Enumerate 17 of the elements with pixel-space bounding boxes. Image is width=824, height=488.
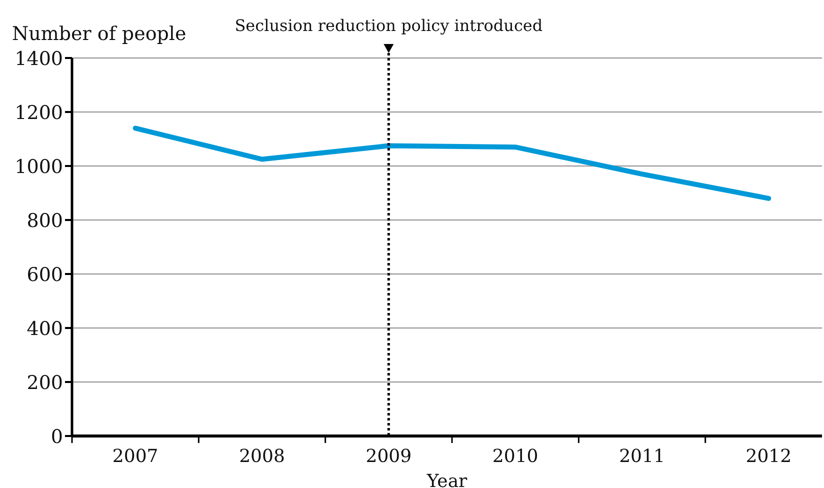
y-tick-label: 0 [50, 426, 63, 448]
x-axis-title: Year [426, 471, 468, 488]
x-tick-label: 2010 [492, 446, 538, 467]
y-tick-label: 400 [26, 318, 63, 340]
y-tick-label: 1400 [14, 48, 63, 70]
x-tick-label: 2009 [366, 446, 412, 467]
y-axis-title: Number of people [12, 23, 186, 45]
y-tick-label: 800 [26, 210, 63, 232]
x-tick-label: 2012 [746, 446, 792, 467]
x-tick-label: 2008 [239, 446, 285, 467]
ref-line-label: Seclusion reduction policy introduced [234, 16, 543, 35]
y-tick-label: 600 [26, 264, 63, 286]
y-tick-label: 200 [26, 372, 63, 394]
y-tick-label: 1200 [14, 102, 63, 124]
y-tick-label: 1000 [14, 156, 63, 178]
x-tick-label: 2007 [112, 446, 158, 467]
x-tick-label: 2011 [619, 446, 665, 467]
